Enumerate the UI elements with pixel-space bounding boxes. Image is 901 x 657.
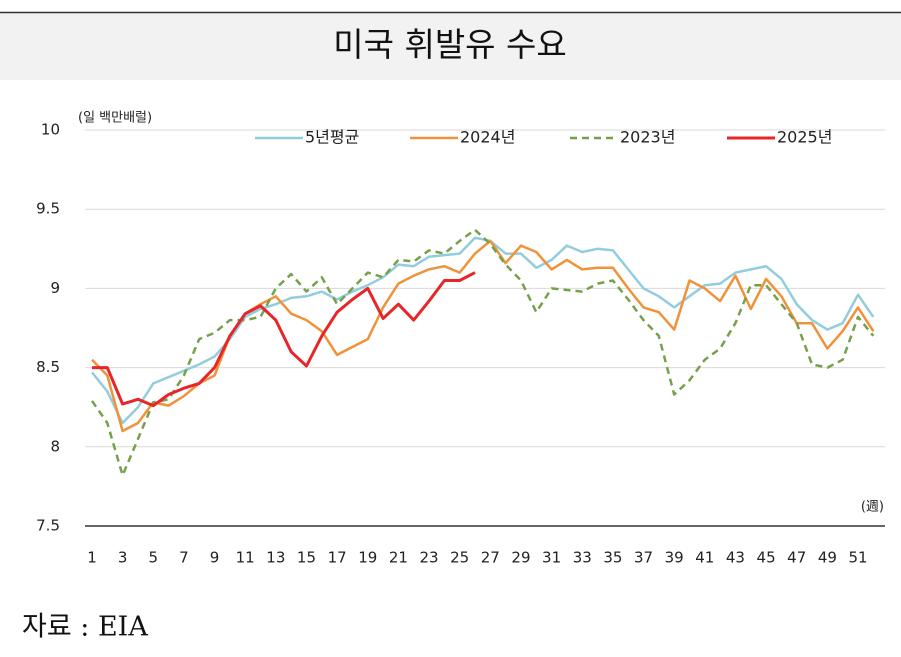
y-tick-label: 10 [41,121,60,139]
x-tick-label: 11 [236,549,255,567]
x-tick-label: 51 [848,549,867,567]
x-tick-label: 29 [511,549,530,567]
x-tick-label: 43 [726,549,745,567]
legend-label: 5년평균 [305,128,359,147]
x-tick-label: 7 [179,549,189,567]
x-tick-label: 5 [149,549,159,567]
x-tick-label: 19 [358,549,377,567]
y-tick-label: 7.5 [36,517,60,535]
legend-label: 2025년 [777,128,832,147]
x-tick-label: 33 [573,549,592,567]
x-tick-label: 27 [481,549,500,567]
x-tick-label: 35 [603,549,622,567]
x-tick-label: 3 [118,549,128,567]
x-tick-label: 47 [787,549,806,567]
line-series [91,236,875,425]
line-series [91,239,875,433]
x-tick-label: 49 [818,549,837,567]
source: 자료 : EIA [22,612,148,643]
x-tick-label: 39 [665,549,684,567]
line-series [90,228,875,477]
x-tick-label: 9 [210,549,220,567]
legend-label: 2024년 [460,128,515,147]
y-tick-label: 8.5 [36,358,60,376]
y-tick-label: 9 [50,279,60,297]
x-tick-label: 41 [695,549,714,567]
x-tick-label: 15 [297,549,316,567]
x-tick-label: 37 [634,549,653,567]
y-tick-label: 9.5 [36,200,60,218]
x-tick-label: 25 [450,549,469,567]
y-tick-label: 8 [50,437,60,455]
chart-title: 미국 휘발유 수요 [333,25,567,64]
y-unit: (일 백만배럴) [78,111,152,126]
line-series [92,271,476,408]
x-tick-label: 45 [757,549,776,567]
x-tick-label: 23 [419,549,438,567]
x-tick-label: 1 [87,549,97,567]
x-unit: (週) [861,500,884,515]
header-band [0,12,901,80]
legend-label: 2023년 [620,128,675,147]
x-tick-label: 21 [389,549,408,567]
x-tick-label: 13 [266,549,285,567]
x-tick-label: 31 [542,549,561,567]
x-tick-label: 17 [328,549,347,567]
